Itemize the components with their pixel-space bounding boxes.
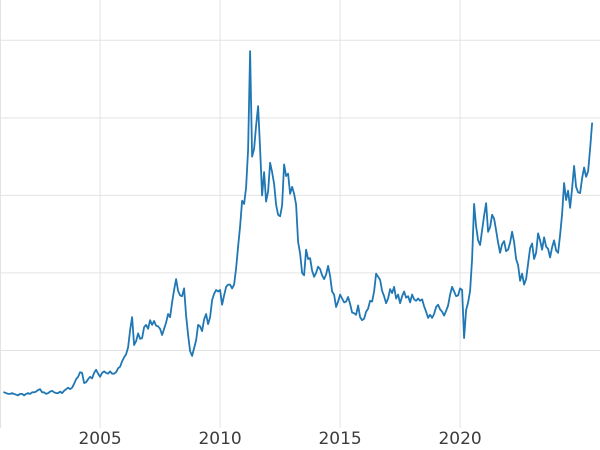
x-tick-label-2005: 2005 [78,429,122,449]
x-tick-label-2010: 2010 [198,429,242,449]
x-tick-label-2020: 2020 [438,429,482,449]
price-line [3,50,593,397]
x-tick-label-2015: 2015 [318,429,362,449]
